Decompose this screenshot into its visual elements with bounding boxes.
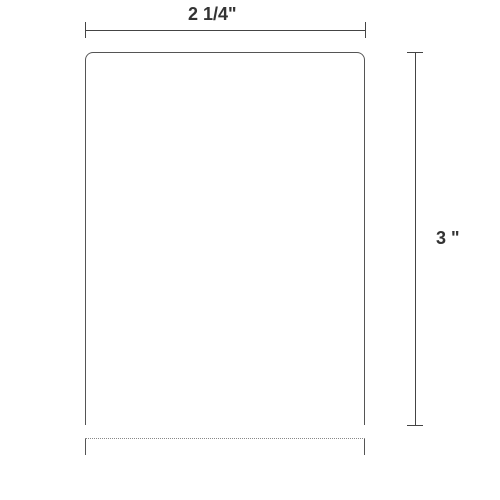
height-dimension-label: 3 " [436, 228, 460, 249]
height-tick-bottom [407, 425, 423, 426]
dimension-diagram: 2 1/4" 3 " [0, 0, 500, 500]
width-tick-left [85, 22, 86, 38]
height-dimension-line [415, 52, 416, 425]
width-dimension-line [85, 30, 365, 31]
label-rectangle [85, 52, 365, 425]
label-bottom-strip [85, 438, 365, 455]
width-tick-right [365, 22, 366, 38]
height-tick-top [407, 52, 423, 53]
perforation-line [85, 438, 365, 439]
width-dimension-label: 2 1/4" [188, 4, 237, 25]
